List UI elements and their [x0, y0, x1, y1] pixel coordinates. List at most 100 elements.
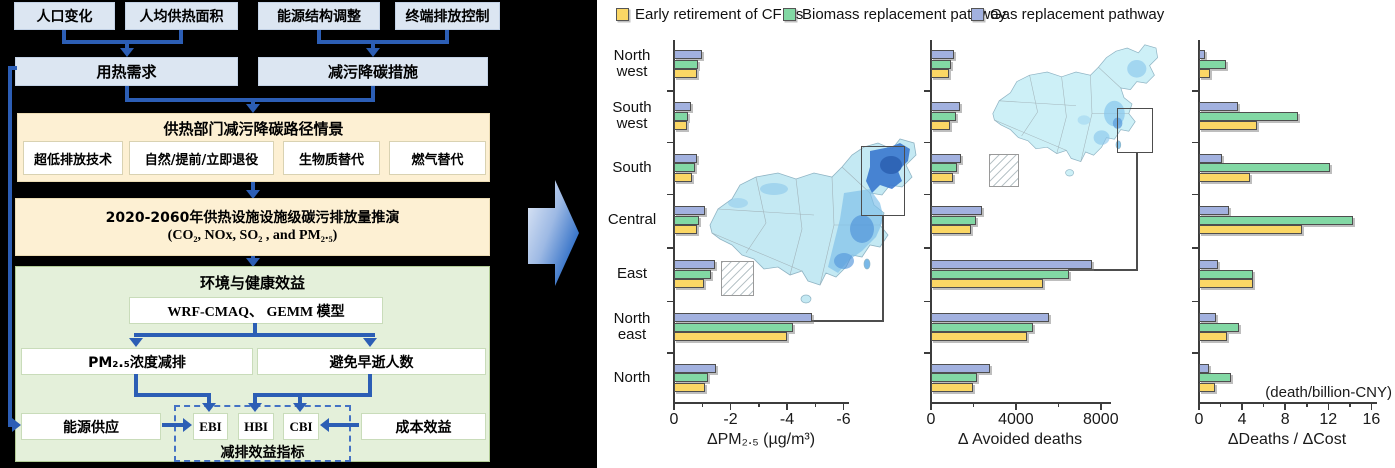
- x-axis-tick: [673, 402, 675, 410]
- legend-label: Early retirement of CFIBs: [635, 6, 804, 23]
- arrow-down-icon: [202, 403, 216, 412]
- legend-item-gas: Gas replacement pathway: [971, 6, 1164, 23]
- bar-north-west: [931, 50, 955, 59]
- x-axis-minor-tick: [758, 402, 760, 407]
- y-axis-tick: [667, 90, 673, 92]
- leader-line: [1068, 269, 1138, 271]
- arrow-left-icon: [320, 418, 329, 432]
- connector: [62, 30, 66, 44]
- bar-central: [674, 206, 706, 215]
- bar-north-east: [674, 332, 787, 341]
- pm-reduction-box: PM₂.₅浓度减排: [21, 348, 253, 375]
- bar-central: [931, 206, 982, 215]
- bar-north-east: [1199, 332, 1227, 341]
- x-axis-tick: [842, 402, 845, 410]
- bar-south-west: [931, 121, 951, 130]
- y-axis-tick: [1192, 352, 1198, 354]
- bar-central: [1199, 225, 1303, 234]
- x-axis-tick: [786, 402, 788, 410]
- bar-north-west: [674, 59, 698, 69]
- x-axis-tick: [930, 402, 932, 410]
- bar-south-west: [674, 111, 689, 121]
- connector: [134, 393, 211, 397]
- bar-north-east: [931, 313, 1049, 322]
- legend-label: Gas replacement pathway: [990, 6, 1165, 23]
- scenario-option-ulte: 超低排放技术: [23, 141, 123, 175]
- connector: [62, 40, 183, 44]
- map-highlight-east: [1117, 108, 1153, 153]
- x-axis-tick: [729, 402, 732, 410]
- connector: [134, 333, 375, 337]
- x-tick-label: 0: [669, 411, 679, 428]
- y-axis-tick: [667, 300, 673, 302]
- x-axis-tick: [1370, 402, 1373, 410]
- category-label: Central: [607, 211, 657, 228]
- y-axis-tick: [667, 141, 673, 143]
- connector: [162, 423, 184, 427]
- x-axis-title-avoided-deaths: Δ Avoided deaths: [957, 431, 1083, 448]
- bar-east: [931, 260, 1093, 269]
- legend-swatch-yellow: [616, 8, 629, 21]
- x-axis-tick: [1198, 402, 1200, 410]
- x-axis-tick: [1241, 402, 1243, 410]
- x-axis-tick: [1015, 402, 1017, 410]
- bar-south: [1199, 153, 1222, 163]
- bar-east: [931, 279, 1044, 288]
- bar-north-east: [674, 322, 793, 332]
- cost-benefit-box: 成本效益: [361, 413, 486, 440]
- leader-line: [790, 320, 884, 322]
- map-highlight-northeast: [861, 146, 905, 216]
- connector: [251, 98, 255, 106]
- flowchart-panel: 人口变化 人均供热面积 能源结构调整 终端排放控制 用热需求 减污降碳措施 供热…: [0, 0, 597, 468]
- bar-south-west: [1199, 111, 1299, 121]
- connector: [253, 393, 372, 397]
- bar-east: [1199, 279, 1253, 288]
- y-axis-tick: [1192, 90, 1198, 92]
- legend-label: Biomass replacement pathway: [802, 6, 1007, 23]
- x-axis-minor-tick: [1349, 402, 1351, 407]
- benefits-title: 环境与健康效益: [199, 274, 305, 292]
- y-axis-tick: [667, 247, 673, 249]
- china-map-pm25: [709, 138, 917, 304]
- unit-annotation: (death/billion-CNY): [1265, 384, 1392, 401]
- connector: [371, 40, 375, 50]
- y-axis-tick: [924, 141, 930, 143]
- models-box: WRF-CMAQ、 GEMM 模型: [129, 297, 383, 324]
- y-axis-tick: [924, 90, 930, 92]
- x-axis-minor-tick: [1219, 402, 1222, 407]
- bar-central: [931, 225, 971, 234]
- category-label: East: [616, 265, 647, 282]
- bar-south: [674, 172, 693, 182]
- bar-south: [931, 163, 957, 172]
- bar-south-west: [1199, 121, 1258, 130]
- x-axis-title-pm25: ΔPM₂.₅ (µg/m³): [706, 431, 816, 448]
- projection-line1: 2020-2060年供热设施设施级碳污排放量推演: [105, 210, 400, 226]
- legend-item-early-retirement: Early retirement of CFIBs: [616, 6, 803, 23]
- legend-swatch-green: [783, 8, 796, 21]
- arrow-down-icon: [246, 190, 260, 199]
- arrow-down-icon: [366, 48, 380, 57]
- connector: [317, 40, 449, 44]
- bar-north-west: [931, 69, 949, 78]
- bar-north-west: [674, 69, 697, 78]
- bar-north: [931, 363, 991, 373]
- x-tick-label: 8000: [1083, 411, 1119, 428]
- y-axis-tick: [667, 352, 673, 354]
- x-tick-label: -4: [779, 411, 795, 428]
- x-axis-minor-tick: [701, 402, 703, 407]
- x-tick-label: -6: [836, 411, 851, 428]
- bar-north-east: [674, 313, 813, 322]
- bar-south-west: [931, 102, 961, 111]
- arrow-down-icon: [363, 338, 377, 347]
- energy-supply-box: 能源供应: [21, 413, 161, 440]
- connector: [8, 66, 17, 70]
- x-axis-minor-tick: [1306, 402, 1308, 407]
- input-box-population: 人口变化: [14, 2, 115, 30]
- flow-to-results-arrow: [528, 180, 579, 286]
- map-inset-south-china-sea: [989, 154, 1019, 187]
- heat-demand-box: 用热需求: [15, 57, 238, 86]
- connector: [445, 30, 449, 44]
- x-tick-label: 12: [1319, 411, 1338, 428]
- connector: [251, 182, 255, 192]
